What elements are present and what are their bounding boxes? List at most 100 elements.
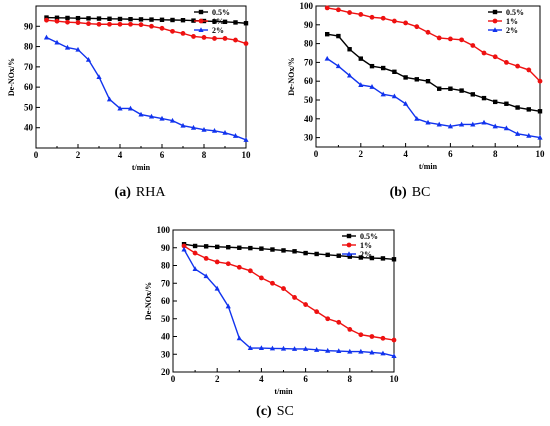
y-tick-label: 50 xyxy=(161,314,171,324)
series-line xyxy=(183,249,395,357)
x-tick-label: 0 xyxy=(314,149,319,159)
data-point xyxy=(336,7,341,13)
data-point xyxy=(149,17,154,22)
data-point xyxy=(504,101,509,106)
legend-label: 2% xyxy=(360,250,372,259)
data-point xyxy=(212,19,217,24)
legend-entry: 1% xyxy=(342,241,372,250)
data-point xyxy=(336,33,341,39)
data-point xyxy=(425,79,431,84)
data-point xyxy=(391,337,397,343)
x-tick-label: 0 xyxy=(171,374,176,384)
x-tick-label: 4 xyxy=(403,149,408,159)
y-tick-label: 70 xyxy=(304,57,314,67)
data-point xyxy=(459,121,465,127)
data-point xyxy=(515,105,520,110)
data-point xyxy=(347,72,353,78)
data-point xyxy=(369,14,375,20)
data-point xyxy=(247,345,253,351)
data-point xyxy=(281,286,286,291)
data-point xyxy=(403,75,408,80)
legend-marker xyxy=(198,18,204,24)
legend-marker xyxy=(346,251,352,256)
data-point xyxy=(215,244,220,250)
data-point xyxy=(537,134,543,140)
data-point xyxy=(358,255,364,260)
x-tick-label: 8 xyxy=(493,149,498,159)
data-point xyxy=(259,275,264,281)
data-point xyxy=(537,109,543,114)
legend-entry: 0.5% xyxy=(342,232,378,241)
legend-marker xyxy=(198,27,204,32)
data-point xyxy=(212,36,217,41)
data-point xyxy=(503,125,509,131)
series-2% xyxy=(43,34,249,142)
x-tick-label: 10 xyxy=(536,149,546,159)
data-point xyxy=(369,334,375,339)
legend-marker xyxy=(346,233,352,239)
data-point xyxy=(75,46,81,52)
data-point xyxy=(504,60,509,65)
data-point xyxy=(347,47,352,52)
x-tick-label: 6 xyxy=(303,374,308,384)
y-tick-label: 60 xyxy=(304,76,314,86)
data-point xyxy=(138,17,144,22)
data-point xyxy=(324,5,330,11)
data-point xyxy=(391,353,397,359)
data-point xyxy=(369,63,375,69)
data-point xyxy=(181,246,187,252)
data-point xyxy=(248,245,253,251)
data-point xyxy=(292,249,297,254)
data-point xyxy=(470,92,475,97)
data-point xyxy=(380,91,386,97)
legend-marker xyxy=(346,242,352,248)
data-point xyxy=(270,247,275,252)
data-point xyxy=(537,78,543,84)
y-axis-label: De-NOx/% xyxy=(7,58,16,96)
data-point xyxy=(336,319,342,325)
data-point xyxy=(233,37,238,43)
legend-marker xyxy=(492,18,498,24)
chart-rha: 0 2 4 6 8 10 40 50 60 70 80 90 t/min De-NOx/% 0.5%1%2%… xyxy=(7,5,251,200)
data-point xyxy=(314,309,320,315)
legend-entry: 2% xyxy=(488,26,518,35)
data-point xyxy=(392,18,397,24)
data-point xyxy=(191,18,196,23)
panel-caption: (b) BC xyxy=(390,185,431,200)
data-point xyxy=(314,251,319,257)
data-point xyxy=(347,10,352,15)
y-axis-label: De-NOx/% xyxy=(144,282,153,320)
data-point xyxy=(335,63,341,69)
y-tick-label: 30 xyxy=(161,349,171,359)
data-point xyxy=(64,44,71,50)
data-point xyxy=(128,16,133,22)
data-point xyxy=(226,245,231,250)
data-point xyxy=(392,69,397,74)
data-point xyxy=(258,345,264,351)
data-point xyxy=(222,19,228,25)
data-point xyxy=(358,12,364,17)
data-point xyxy=(203,273,209,279)
series-line xyxy=(327,33,541,112)
data-point xyxy=(369,349,375,355)
data-point xyxy=(358,348,364,354)
data-point xyxy=(148,113,155,119)
data-point xyxy=(128,21,133,27)
data-point xyxy=(526,107,531,112)
data-point xyxy=(314,347,320,352)
data-point xyxy=(44,17,49,23)
x-tick-label: 2 xyxy=(215,374,220,384)
data-point xyxy=(347,348,353,354)
y-tick-label: 100 xyxy=(157,225,171,235)
series-line xyxy=(183,245,395,341)
y-tick-label: 70 xyxy=(24,62,34,72)
panel-caption: (c) SC xyxy=(256,404,294,419)
y-tick-label: 50 xyxy=(24,102,34,112)
data-point xyxy=(481,50,487,56)
data-point xyxy=(233,20,238,25)
data-point xyxy=(86,21,91,27)
data-point xyxy=(180,122,186,128)
data-point xyxy=(280,345,287,351)
data-point xyxy=(180,30,186,36)
y-tick-label: 40 xyxy=(304,114,314,124)
